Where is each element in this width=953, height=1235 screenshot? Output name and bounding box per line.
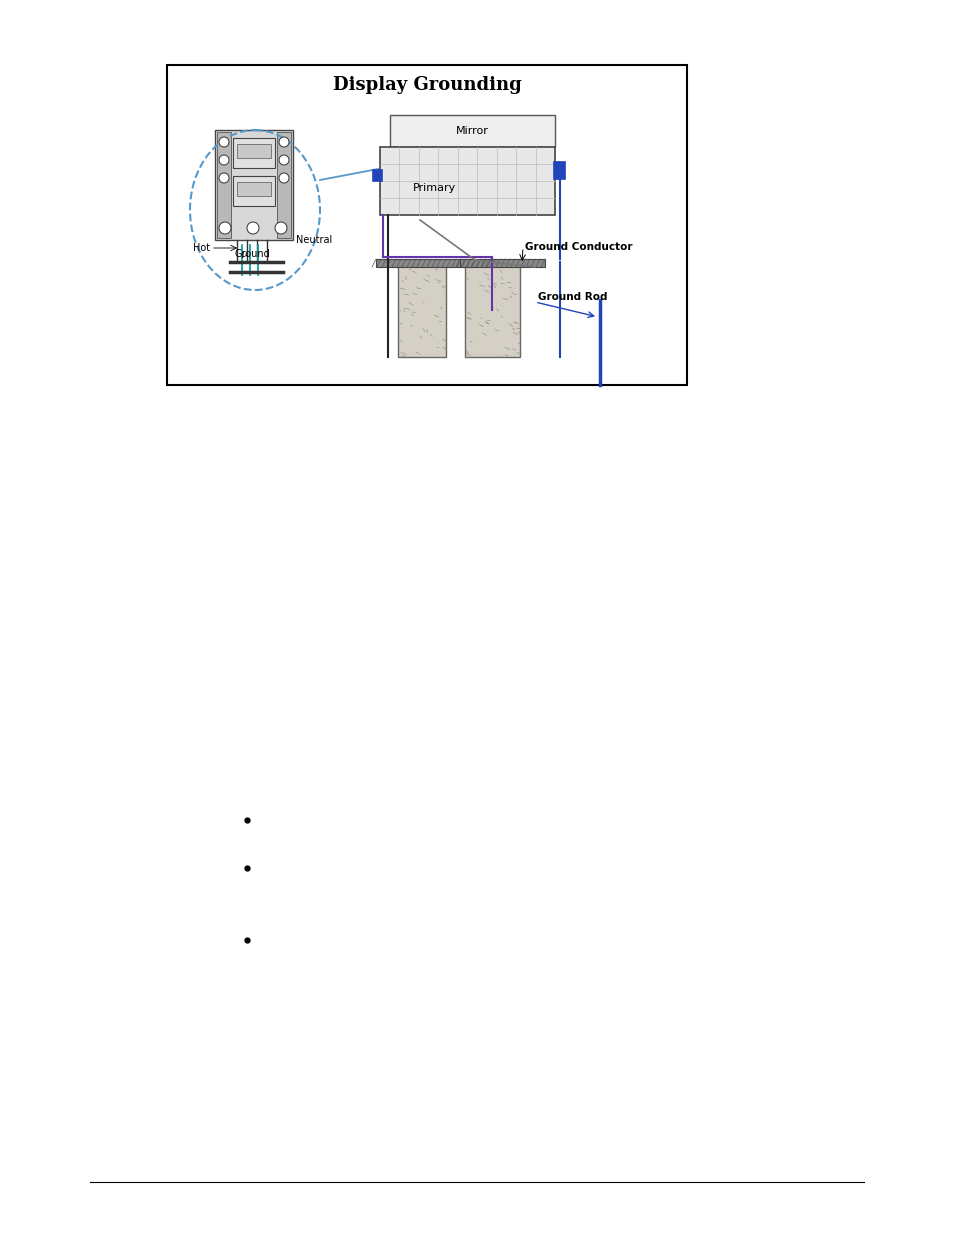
Circle shape <box>219 222 231 233</box>
Bar <box>236 182 271 196</box>
Text: Hot: Hot <box>193 243 210 253</box>
Circle shape <box>219 137 229 147</box>
Bar <box>459 259 544 267</box>
Bar <box>236 144 271 158</box>
Bar <box>233 138 274 168</box>
Text: Mirror: Mirror <box>456 126 489 136</box>
Text: Ground Rod: Ground Rod <box>537 291 607 303</box>
Bar <box>390 115 555 147</box>
Circle shape <box>274 222 287 233</box>
Circle shape <box>219 173 229 183</box>
Bar <box>233 177 274 206</box>
Bar <box>553 161 564 179</box>
Bar <box>464 262 519 357</box>
Circle shape <box>219 156 229 165</box>
Text: Ground Conductor: Ground Conductor <box>524 242 632 252</box>
Text: Neutral: Neutral <box>295 235 332 245</box>
Text: Primary: Primary <box>413 183 456 193</box>
Bar <box>379 147 555 215</box>
Bar <box>216 132 231 238</box>
Circle shape <box>278 156 289 165</box>
Bar <box>214 130 293 240</box>
Bar <box>276 132 291 238</box>
Circle shape <box>278 137 289 147</box>
Circle shape <box>247 222 258 233</box>
Circle shape <box>278 173 289 183</box>
Bar <box>372 169 381 182</box>
Bar <box>167 65 686 385</box>
Text: Display Grounding: Display Grounding <box>333 77 521 94</box>
Bar <box>375 259 471 267</box>
Bar <box>397 262 446 357</box>
Text: Ground: Ground <box>234 249 271 259</box>
